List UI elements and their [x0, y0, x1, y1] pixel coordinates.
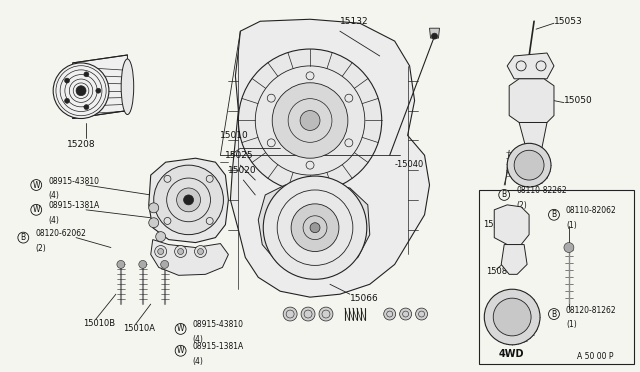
Text: (4): (4) [48, 216, 59, 225]
Text: 15010A: 15010A [123, 324, 155, 333]
Circle shape [493, 298, 531, 336]
Polygon shape [519, 122, 547, 152]
Circle shape [195, 246, 207, 257]
Ellipse shape [53, 63, 109, 119]
Bar [479, 190, 634, 364]
Text: 15066: 15066 [350, 294, 379, 303]
Polygon shape [509, 79, 554, 122]
Text: W: W [177, 346, 184, 355]
Circle shape [161, 260, 169, 268]
Circle shape [155, 246, 166, 257]
Circle shape [198, 248, 204, 254]
Text: 08915-43810: 08915-43810 [193, 320, 244, 330]
Circle shape [96, 88, 101, 93]
Circle shape [157, 248, 164, 254]
Circle shape [65, 98, 70, 103]
Text: 15010: 15010 [220, 131, 249, 140]
Circle shape [175, 246, 187, 257]
Circle shape [310, 223, 320, 232]
Text: 15050: 15050 [564, 96, 593, 105]
Text: 08120-81262: 08120-81262 [566, 305, 616, 315]
Polygon shape [73, 55, 127, 119]
Circle shape [484, 289, 540, 345]
Text: 15053: 15053 [554, 17, 583, 26]
Text: 4WD: 4WD [499, 349, 524, 359]
Circle shape [178, 248, 184, 254]
Text: 15080: 15080 [486, 267, 513, 276]
Circle shape [384, 308, 396, 320]
Circle shape [238, 49, 381, 192]
Text: (1): (1) [566, 320, 577, 329]
Circle shape [84, 72, 89, 77]
Circle shape [300, 110, 320, 131]
Circle shape [272, 83, 348, 158]
Polygon shape [259, 183, 370, 271]
Circle shape [301, 307, 315, 321]
Circle shape [177, 188, 200, 212]
Polygon shape [507, 53, 554, 79]
Text: 08110-82062: 08110-82062 [566, 206, 617, 215]
Text: B: B [502, 190, 507, 199]
Text: 15050: 15050 [483, 220, 509, 229]
Circle shape [84, 105, 89, 110]
Text: W: W [33, 180, 40, 189]
Circle shape [564, 243, 574, 253]
Text: 15020: 15020 [228, 166, 257, 175]
Circle shape [156, 232, 166, 241]
Text: (2): (2) [516, 201, 527, 210]
Text: W: W [33, 205, 40, 214]
Circle shape [431, 33, 438, 39]
Text: -15040: -15040 [395, 160, 424, 169]
Circle shape [399, 308, 412, 320]
Circle shape [184, 195, 193, 205]
Text: (4): (4) [193, 357, 204, 366]
Circle shape [148, 203, 159, 213]
Text: W: W [177, 324, 184, 333]
Text: 08915-1381A: 08915-1381A [193, 342, 244, 351]
Circle shape [415, 308, 428, 320]
Polygon shape [248, 61, 372, 168]
Text: 08915-1381A: 08915-1381A [48, 201, 99, 210]
Text: 08110-82262: 08110-82262 [516, 186, 567, 195]
Text: 08915-43810: 08915-43810 [48, 177, 99, 186]
Circle shape [65, 78, 70, 83]
Text: 15010B: 15010B [83, 319, 115, 328]
Text: 15025: 15025 [225, 151, 254, 160]
Polygon shape [230, 19, 429, 297]
Polygon shape [148, 158, 228, 243]
Text: B: B [552, 310, 557, 318]
Circle shape [283, 307, 297, 321]
Text: 08120-62062: 08120-62062 [35, 229, 86, 238]
Text: (4): (4) [48, 191, 59, 200]
Circle shape [117, 260, 125, 268]
Polygon shape [429, 28, 440, 38]
Text: 15132: 15132 [340, 17, 369, 26]
Text: A 50 00 P: A 50 00 P [577, 352, 614, 361]
Polygon shape [501, 244, 527, 274]
Text: B: B [552, 210, 557, 219]
Circle shape [154, 165, 223, 235]
Circle shape [263, 176, 367, 279]
Circle shape [291, 204, 339, 251]
Text: (2): (2) [35, 244, 46, 253]
Circle shape [148, 218, 159, 228]
Text: (4): (4) [193, 335, 204, 344]
Polygon shape [151, 240, 228, 275]
Ellipse shape [121, 59, 134, 115]
Circle shape [139, 260, 147, 268]
Text: B: B [20, 233, 26, 242]
Text: (1): (1) [566, 221, 577, 230]
Polygon shape [494, 205, 529, 244]
Circle shape [514, 150, 544, 180]
Circle shape [76, 86, 86, 96]
Circle shape [507, 143, 551, 187]
Circle shape [319, 307, 333, 321]
Text: 15208: 15208 [67, 140, 96, 149]
